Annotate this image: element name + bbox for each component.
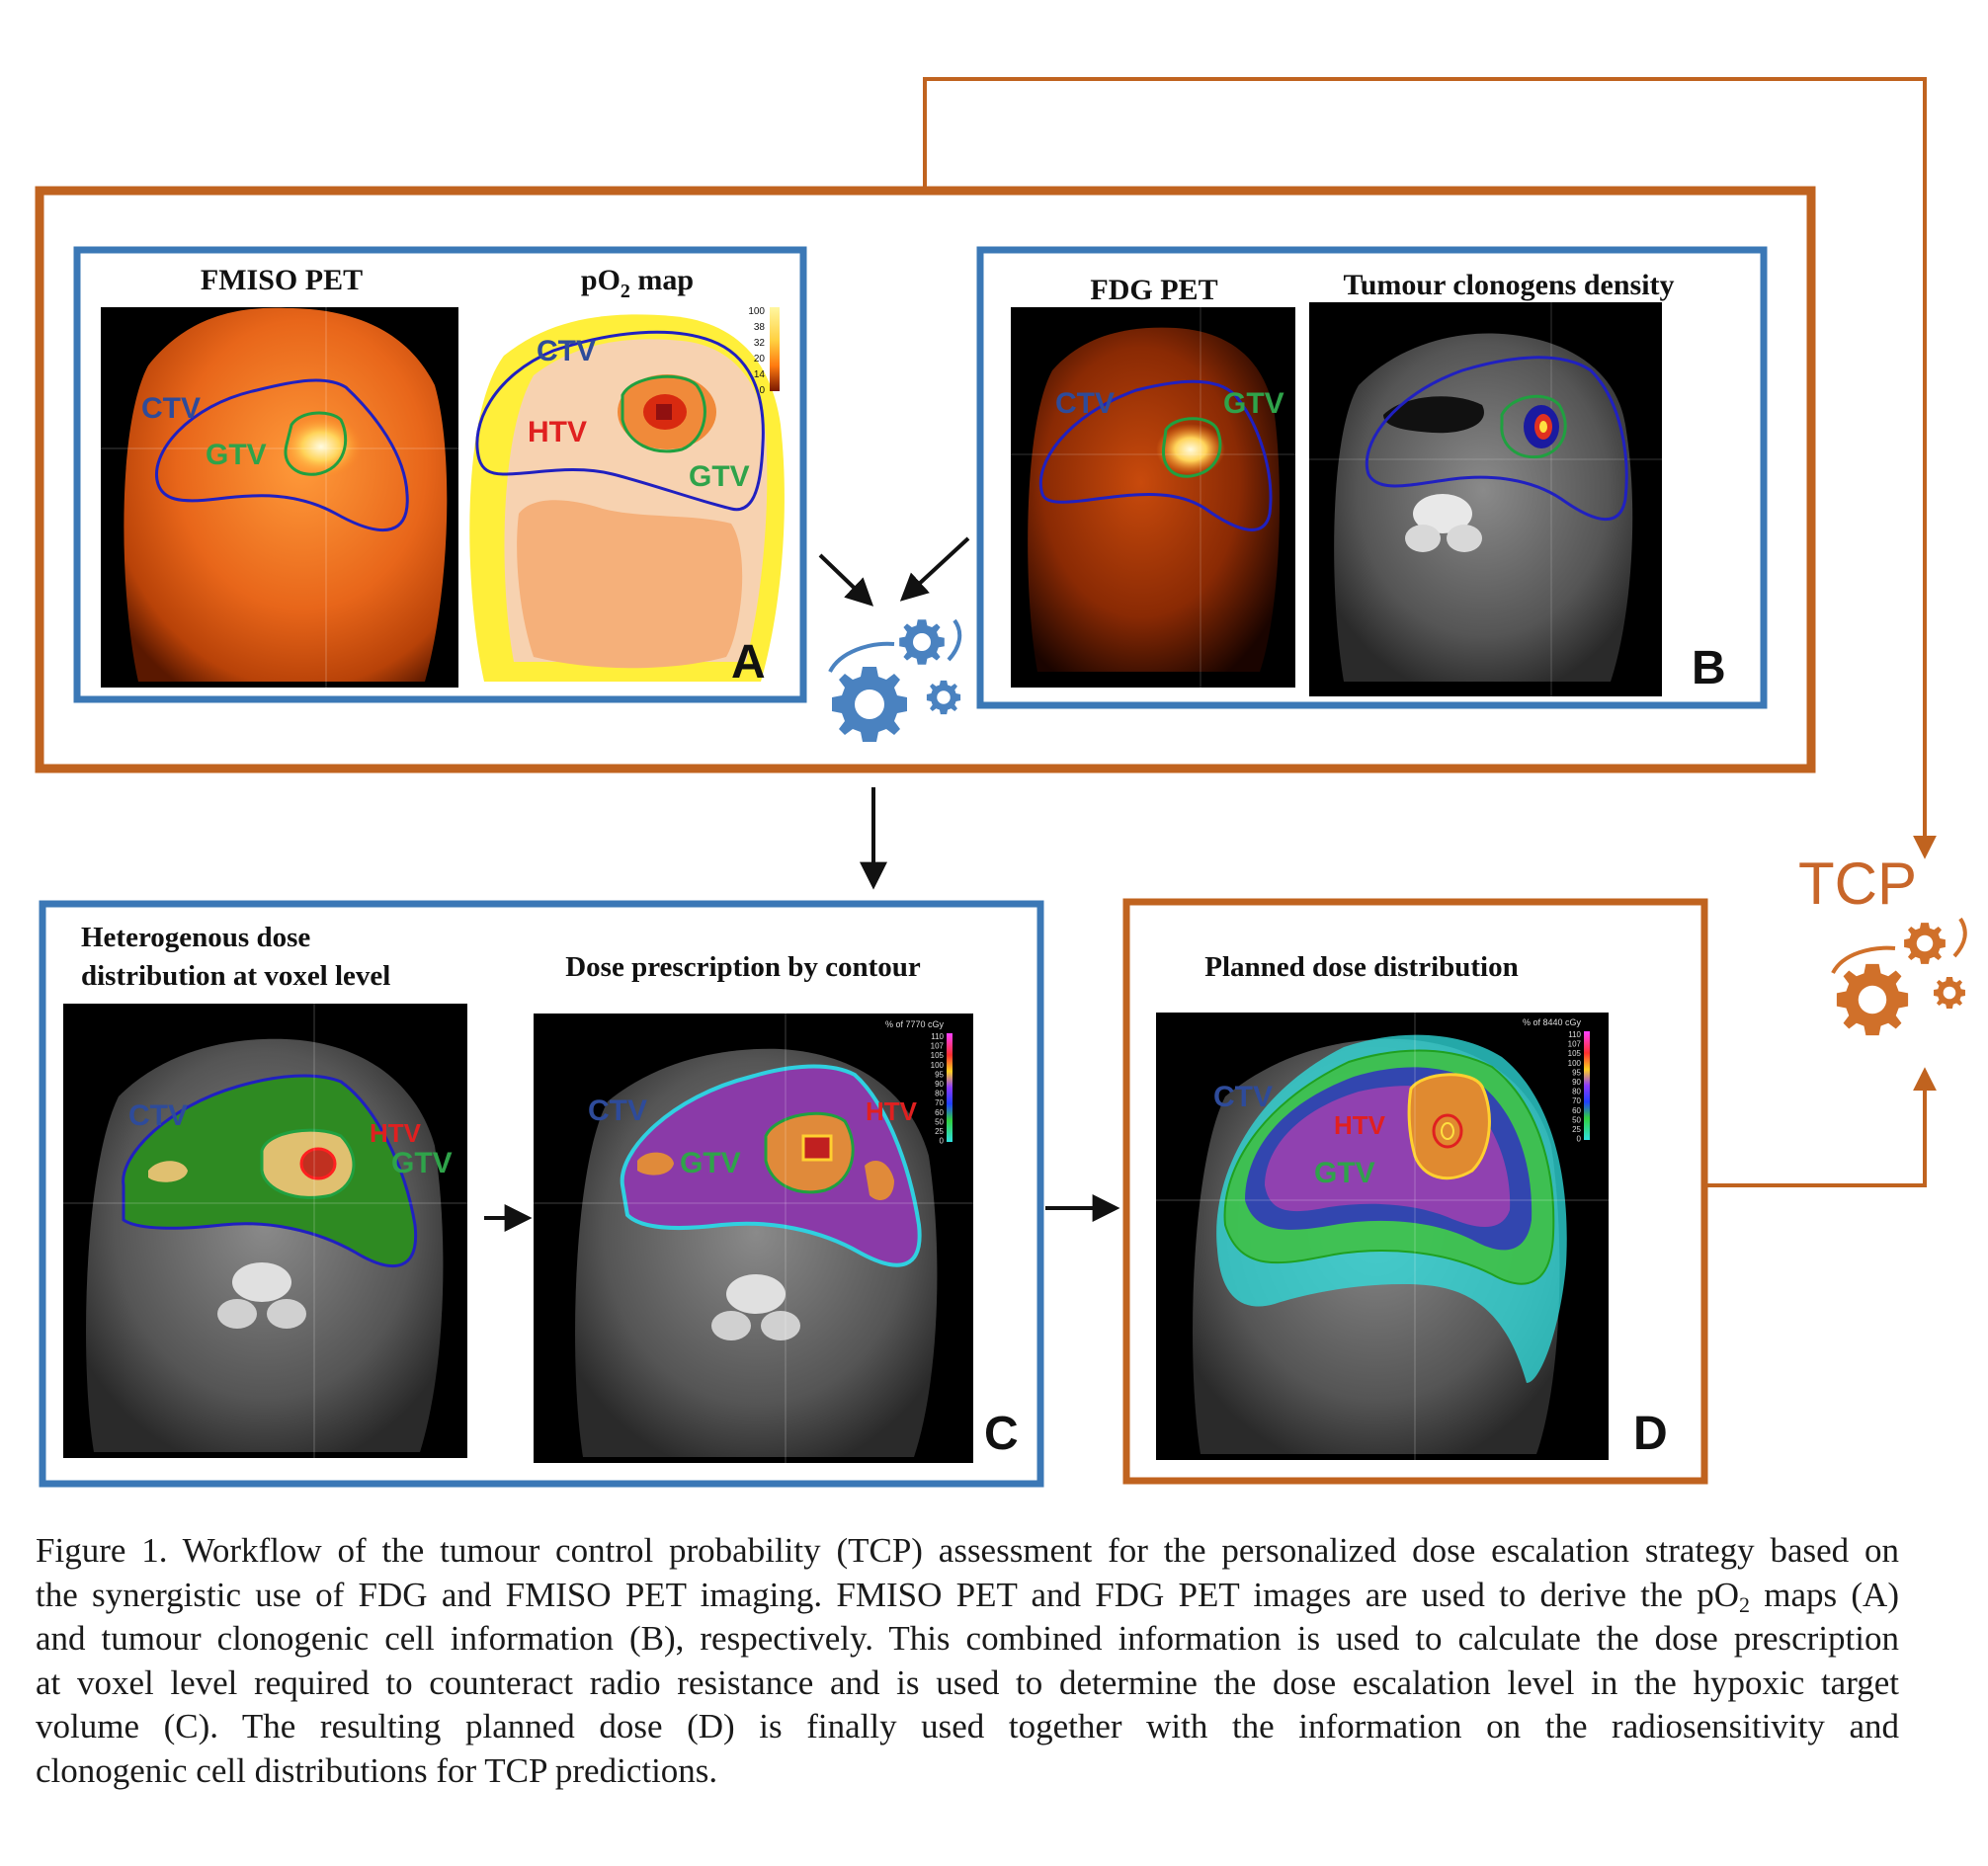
- heterogenous-title-line2: distribution at voxel level: [81, 960, 390, 992]
- caption-line-3: and tumour clonogenic cell information (…: [36, 1619, 1899, 1658]
- planned-legend-tick-4: 95: [1572, 1068, 1581, 1077]
- po2-colorbar-tick-4: 14: [754, 369, 766, 380]
- fmiso-pet-image: CTV GTV: [101, 307, 458, 688]
- het-gtv-label: GTV: [391, 1147, 453, 1179]
- presc-legend-tick-0: 110: [931, 1032, 944, 1041]
- presc-legend-tick-11: 0: [940, 1137, 945, 1146]
- presc-legend-tick-8: 60: [935, 1108, 944, 1117]
- presc-legend-tick-9: 50: [935, 1117, 944, 1126]
- planned-htv-label: HTV: [1334, 1110, 1386, 1140]
- planned-legend-tick-9: 50: [1572, 1115, 1581, 1124]
- po2-colorbar-tick-2: 32: [754, 338, 766, 349]
- planned-dose-title: Planned dose distribution: [1204, 951, 1518, 983]
- presc-htv-label: HTV: [866, 1096, 918, 1126]
- presc-legend-tick-7: 70: [935, 1098, 944, 1107]
- planned-gtv-label: GTV: [1314, 1157, 1375, 1189]
- fdg-pet-title: FDG PET: [1090, 274, 1217, 306]
- planned-legend-tick-8: 60: [1572, 1106, 1581, 1115]
- planned-legend-tick-3: 100: [1568, 1059, 1582, 1068]
- fdg-ctv-label: CTV: [1055, 387, 1115, 420]
- planned-dose-image: % of 8440 cGy 11010710510095908070605025…: [1156, 1013, 1609, 1460]
- po2-colorbar-tick-0: 100: [748, 306, 765, 317]
- fdg-gtv-label: GTV: [1223, 387, 1284, 420]
- tcp-gears-icon: [1831, 917, 1967, 1036]
- tcp-label: TCP: [1798, 851, 1917, 917]
- po2-colorbar-tick-5: 0: [759, 385, 765, 396]
- po2-gtv-label: GTV: [689, 460, 750, 493]
- caption-line-2: the synergistic use of FDG and FMISO PET…: [36, 1575, 1899, 1617]
- planned-legend-tick-10: 25: [1572, 1125, 1581, 1134]
- processing-gears-icon: [828, 618, 962, 742]
- caption-line-1: Figure 1. Workflow of the tumour control…: [36, 1531, 1899, 1570]
- presc-ctv-label: CTV: [588, 1095, 647, 1127]
- po2-htv-label: HTV: [528, 416, 587, 448]
- presc-legend-tick-6: 80: [935, 1090, 944, 1098]
- arrow-b-to-gear: [899, 536, 970, 602]
- po2-map-image: 100 38 32 20 14 0 CTV HTV GTV: [469, 306, 785, 682]
- presc-legend-tick-2: 105: [931, 1051, 945, 1060]
- presc-legend-tick-10: 25: [935, 1127, 944, 1136]
- arrow-a-to-gear: [818, 553, 874, 607]
- heterogenous-dose-image: CTV HTV GTV: [63, 1004, 467, 1458]
- panel-d-letter: D: [1633, 1408, 1668, 1460]
- caption-line-5: volume (C). The resulting planned dose (…: [36, 1707, 1899, 1745]
- planned-legend-tick-7: 70: [1572, 1096, 1581, 1105]
- panel-a-letter: A: [731, 636, 766, 689]
- fdg-pet-image: CTV GTV: [1011, 307, 1295, 688]
- figure-caption: Figure 1. Workflow of the tumour control…: [36, 1529, 1899, 1793]
- po2-ctv-label: CTV: [537, 335, 596, 367]
- po2-colorbar-tick-3: 20: [754, 354, 766, 365]
- het-ctv-label: CTV: [128, 1099, 188, 1132]
- dose-prescription-image: % of 7770 cGy 11010710510095908070605025…: [534, 1014, 973, 1463]
- planned-ctv-label: CTV: [1213, 1081, 1273, 1113]
- presc-legend-tick-1: 107: [931, 1042, 945, 1051]
- planned-legend-tick-5: 90: [1572, 1078, 1581, 1087]
- planned-legend-tick-2: 105: [1568, 1049, 1582, 1058]
- planned-legend-tick-0: 110: [1568, 1030, 1581, 1039]
- caption-line-4: at voxel level required to counteract ra…: [36, 1663, 1899, 1702]
- po2-colorbar-tick-1: 38: [754, 322, 766, 333]
- panel-c-letter: C: [984, 1408, 1019, 1460]
- presc-legend-tick-4: 95: [935, 1070, 944, 1079]
- presc-legend-tick-3: 100: [931, 1061, 945, 1070]
- caption-line-6: clonogenic cell distributions for TCP pr…: [36, 1750, 718, 1790]
- presc-gtv-label: GTV: [680, 1147, 741, 1179]
- feedback-loop-line: [923, 77, 1937, 859]
- fmiso-gtv-label: GTV: [206, 439, 267, 471]
- fmiso-pet-title: FMISO PET: [201, 264, 363, 296]
- presc-legend-title: % of 7770 cGy: [885, 1019, 945, 1029]
- planned-legend-tick-1: 107: [1568, 1040, 1582, 1049]
- po2-map-title: pO2 map: [581, 264, 694, 302]
- planned-legend-tick-11: 0: [1577, 1135, 1582, 1144]
- het-htv-label: HTV: [370, 1118, 422, 1148]
- fmiso-ctv-label: CTV: [141, 392, 201, 425]
- arrow-d-to-tcp: [1704, 1067, 1937, 1187]
- planned-legend-tick-6: 80: [1572, 1088, 1581, 1096]
- clonogen-density-image: [1309, 302, 1662, 696]
- prescription-title: Dose prescription by contour: [565, 951, 921, 983]
- panel-b-letter: B: [1692, 642, 1726, 694]
- presc-legend-tick-5: 90: [935, 1080, 944, 1089]
- planned-legend-title: % of 8440 cGy: [1523, 1017, 1582, 1027]
- heterogenous-title-line1: Heterogenous dose: [81, 922, 310, 953]
- clonogen-title: Tumour clonogens density: [1343, 269, 1674, 301]
